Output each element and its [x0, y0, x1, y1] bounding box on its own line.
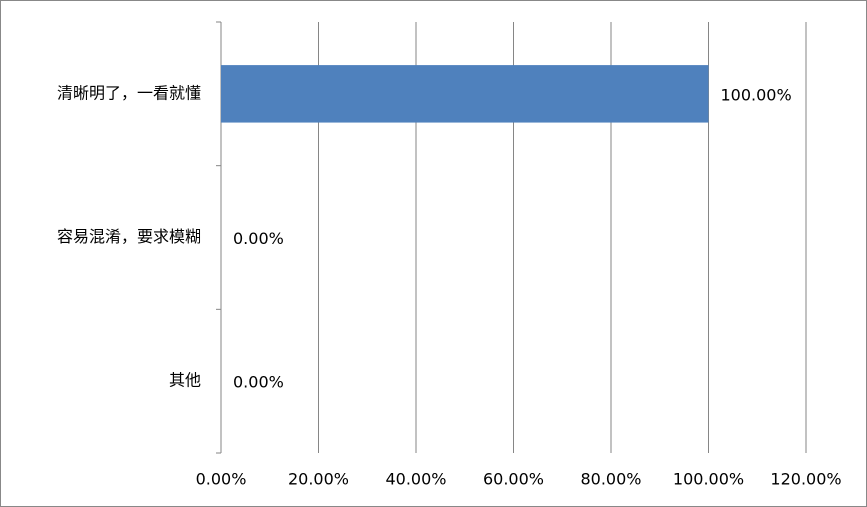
x-tick-label: 80.00%: [580, 470, 641, 489]
x-tick-label: 120.00%: [770, 470, 841, 489]
x-tick-label: 40.00%: [385, 470, 446, 489]
y-tick-label: 容易混淆，要求模糊: [57, 227, 201, 246]
value-label: 0.00%: [233, 229, 284, 248]
x-tick-label: 20.00%: [288, 470, 349, 489]
bar: [221, 65, 709, 123]
value-label: 0.00%: [233, 373, 284, 392]
x-tick-label: 100.00%: [673, 470, 744, 489]
y-tick-label: 清晰明了，一看就懂: [57, 83, 201, 102]
x-tick-label: 0.00%: [196, 470, 247, 489]
x-tick-label: 60.00%: [483, 470, 544, 489]
y-tick-label: 其他: [169, 371, 201, 390]
value-label: 100.00%: [721, 85, 792, 104]
